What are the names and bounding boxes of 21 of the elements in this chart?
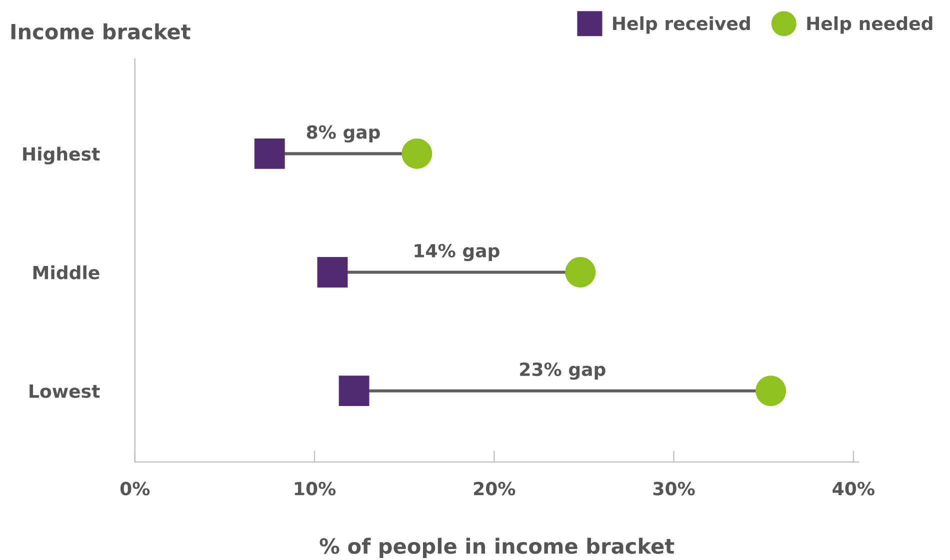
- y-axis-title: Income bracket: [11, 23, 190, 40]
- x-tick-label: 10%: [294, 482, 336, 496]
- x-tick-label: 0%: [120, 482, 150, 496]
- x-tick-label: 30%: [653, 482, 695, 496]
- point: [756, 376, 786, 406]
- y-tick-label: Highest: [23, 146, 100, 164]
- y-tick-label: Lowest: [30, 384, 100, 398]
- point: [254, 138, 285, 169]
- annotation: 8% gap: [306, 125, 380, 143]
- point: [565, 257, 596, 288]
- x-axis-title: % of people in income bracket: [320, 538, 674, 558]
- y-tick-label: Middle: [33, 265, 100, 280]
- point: [338, 376, 370, 406]
- annotation: 23% gap: [520, 362, 606, 380]
- point: [317, 257, 348, 288]
- point: [402, 138, 432, 169]
- x-tick-label: 20%: [474, 482, 516, 496]
- legend-label: Help needed: [807, 16, 932, 34]
- x-tick-label: 40%: [832, 482, 874, 496]
- legend-label: Help received: [613, 16, 750, 34]
- annotation: 14% gap: [414, 244, 500, 262]
